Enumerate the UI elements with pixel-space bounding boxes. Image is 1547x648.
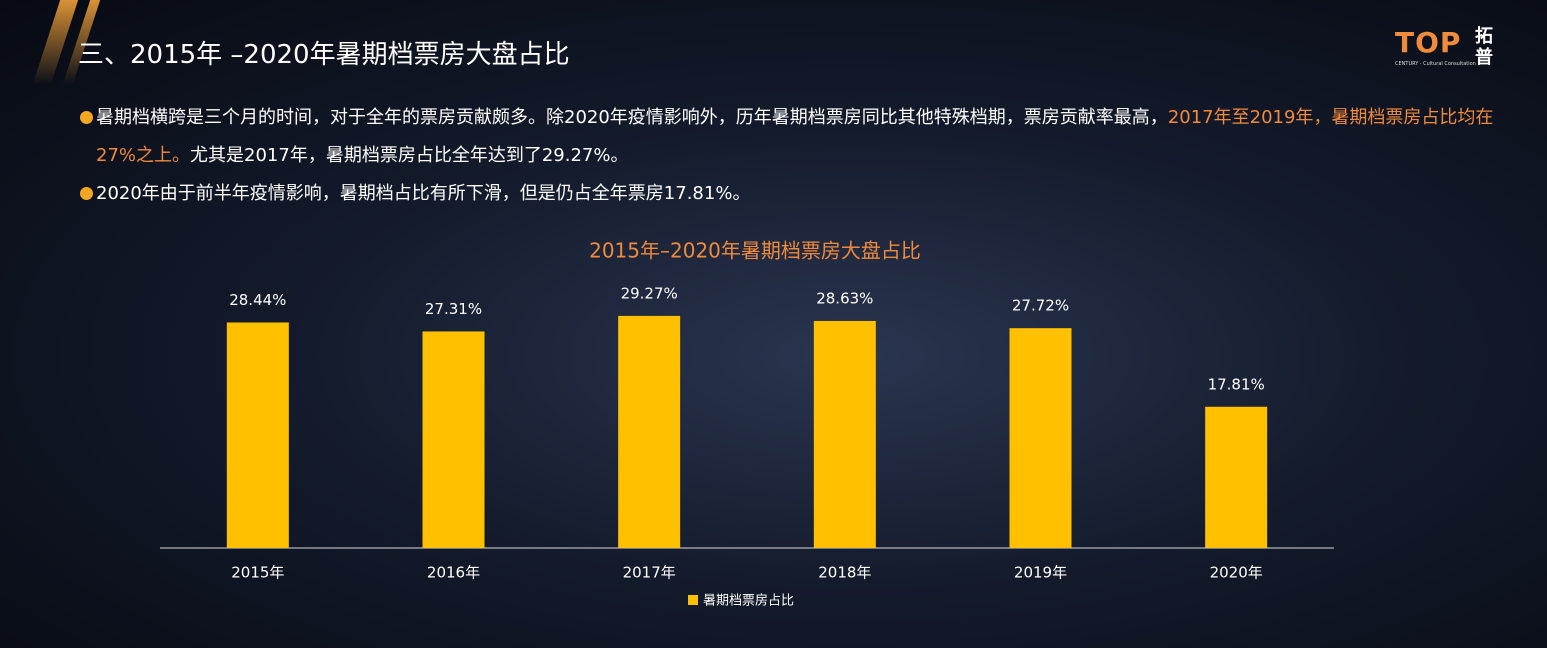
x-tick-label: 2020年 [1210, 564, 1263, 582]
bar [1009, 328, 1072, 548]
bullet-text: 2020年由于前半年疫情影响，暑期档占比有所下滑，但是仍占全年票房17.81%。 [96, 183, 751, 204]
data-label: 29.27% [621, 284, 678, 302]
logo-tagline: CENTURY · Cultural Consultation [1395, 61, 1476, 67]
bullet: 暑期档横跨是三个月的时间，对于全年的票房贡献颇多。除2020年疫情影响外，历年暑… [78, 99, 1498, 175]
slide-title: 三、2015年 –2020年暑期档票房大盘占比 [78, 40, 570, 70]
legend-label: 暑期档票房占比 [703, 593, 794, 609]
chart-title: 2015年–2020年暑期档票房大盘占比 [589, 239, 921, 263]
bar [813, 320, 876, 548]
bullet-text: 暑期档横跨是三个月的时间，对于全年的票房贡献颇多。除2020年疫情影响外，历年暑… [96, 107, 1168, 128]
data-label: 28.44% [229, 291, 286, 309]
bar [618, 315, 681, 548]
x-tick-label: 2018年 [818, 564, 871, 582]
data-label: 27.72% [1012, 297, 1069, 315]
bar [1205, 406, 1268, 548]
data-label: 28.63% [816, 289, 873, 307]
x-tick-label: 2015年 [231, 564, 284, 582]
x-tick-label: 2016年 [427, 564, 480, 582]
bar [422, 331, 485, 548]
x-tick-label: 2017年 [623, 564, 676, 582]
data-label: 17.81% [1208, 375, 1265, 393]
bullet: 2020年由于前半年疫情影响，暑期档占比有所下滑，但是仍占全年票房17.81%。 [78, 175, 1498, 213]
logo: TOP CENTURY · Cultural Consultation 拓普 [1395, 26, 1505, 76]
data-label: 27.31% [425, 300, 482, 318]
bullet-highlight: 2017年至2019年，暑期档票房占比均在27%之上。 [96, 107, 1494, 166]
bullet-list: 暑期档横跨是三个月的时间，对于全年的票房贡献颇多。除2020年疫情影响外，历年暑… [78, 99, 1498, 213]
logo-mark: TOP [1395, 26, 1462, 59]
bullet-text: 尤其是2017年，暑期档票房占比全年达到了29.27%。 [190, 145, 629, 166]
logo-name: 拓普 [1475, 26, 1493, 68]
legend-swatch [688, 595, 698, 605]
bar [226, 322, 289, 548]
x-tick-label: 2019年 [1014, 564, 1067, 582]
